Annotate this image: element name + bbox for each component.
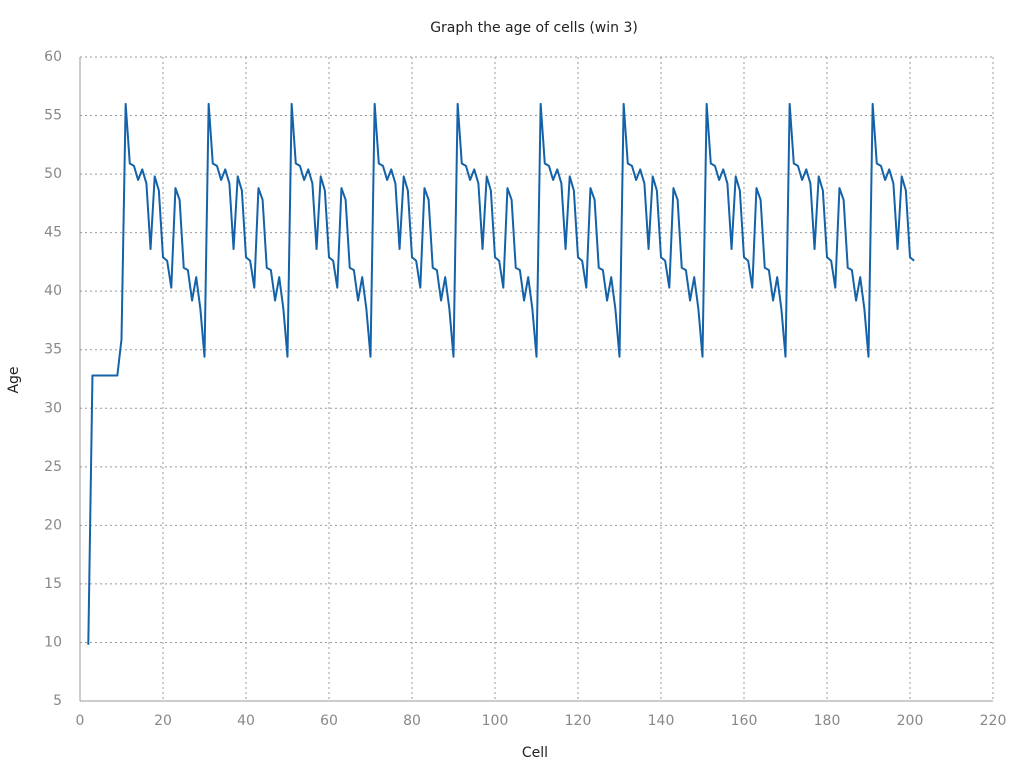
y-axis-label: Age xyxy=(6,366,22,393)
chart-title: Graph the age of cells (win 3) xyxy=(430,20,638,36)
x-tick-label: 180 xyxy=(814,713,841,729)
y-tick-label: 40 xyxy=(44,283,62,299)
x-tick-label: 200 xyxy=(897,713,924,729)
x-tick-label: 80 xyxy=(403,713,421,729)
x-tick-label: 20 xyxy=(154,713,172,729)
y-tick-label: 55 xyxy=(44,108,62,124)
x-tick-label: 40 xyxy=(237,713,255,729)
y-tick-label: 35 xyxy=(44,342,62,358)
x-tick-label: 60 xyxy=(320,713,338,729)
y-tick-label: 60 xyxy=(44,49,62,65)
y-tick-label: 45 xyxy=(44,225,62,241)
y-tick-label: 25 xyxy=(44,459,62,475)
x-tick-label: 220 xyxy=(980,713,1007,729)
y-tick-label: 50 xyxy=(44,166,62,182)
y-tick-label: 30 xyxy=(44,400,62,416)
y-tick-label: 10 xyxy=(44,634,62,650)
y-tick-label: 5 xyxy=(53,693,62,709)
x-tick-label: 100 xyxy=(482,713,509,729)
x-tick-label: 140 xyxy=(648,713,675,729)
data-line xyxy=(87,102,915,645)
y-tick-label: 15 xyxy=(44,576,62,592)
y-tick-label: 20 xyxy=(44,517,62,533)
x-tick-label: 120 xyxy=(565,713,592,729)
x-tick-label: 0 xyxy=(76,713,85,729)
x-axis-label: Cell xyxy=(522,745,548,761)
x-tick-label: 160 xyxy=(731,713,758,729)
